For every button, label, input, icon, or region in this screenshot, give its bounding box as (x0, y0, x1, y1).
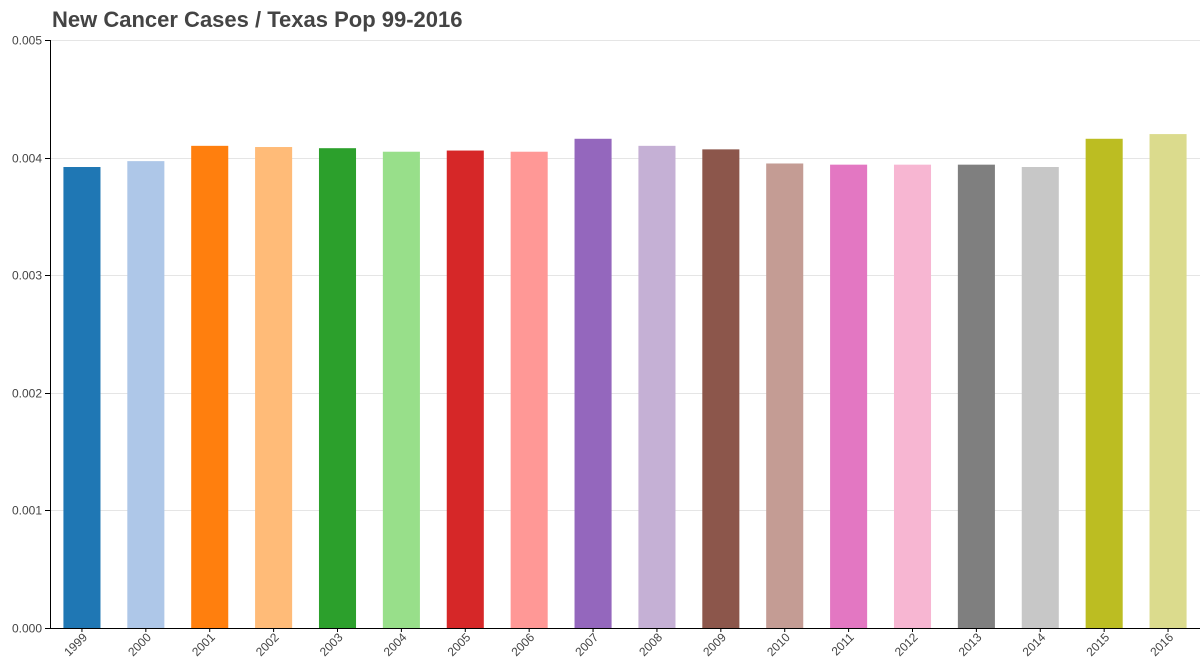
y-tick-label: 0.003 (12, 269, 42, 283)
bar-2006 (510, 151, 548, 628)
bar-2010 (766, 163, 804, 629)
bar-2008 (638, 145, 676, 628)
x-tick-label: 2008 (636, 630, 665, 659)
bar-1999 (63, 167, 101, 628)
y-tick-label: 0.005 (12, 34, 42, 48)
y-tick-label: 0.004 (12, 152, 42, 166)
bar-2001 (191, 145, 229, 628)
x-tick-label: 2001 (189, 630, 218, 659)
x-tick-label: 2003 (317, 630, 346, 659)
x-tick-label: 2004 (381, 630, 410, 659)
y-tick-label: 0.000 (12, 622, 42, 636)
bar-2007 (574, 138, 612, 628)
y-tick-label: 0.002 (12, 387, 42, 401)
bar-2005 (446, 150, 484, 629)
x-tick-label: 2002 (253, 630, 282, 659)
bar-2003 (318, 148, 357, 628)
bar-2000 (127, 161, 165, 628)
bar-2012 (893, 164, 932, 628)
bar-2004 (382, 151, 420, 628)
x-tick-label: 2009 (700, 630, 729, 659)
x-tick-label: 2011 (829, 630, 857, 658)
bar-2016 (1149, 134, 1187, 628)
gridlines (50, 40, 1200, 511)
x-tick-label: 2007 (572, 630, 601, 659)
x-tick-label: 2016 (1147, 630, 1176, 659)
x-tick-label: 2010 (764, 630, 793, 659)
bar-2002 (255, 147, 293, 628)
bar-2009 (702, 149, 740, 628)
x-tick-label: 2000 (125, 630, 154, 659)
bars (63, 134, 1187, 629)
x-tick-label: 2013 (956, 630, 985, 659)
y-tick-labels: 0.000 0.001 0.002 0.003 0.004 0.005 (12, 34, 42, 636)
axes (45, 40, 1200, 632)
x-tick-label: 2015 (1084, 630, 1113, 659)
x-tick-label: 2006 (509, 630, 538, 659)
y-tick-label: 0.001 (12, 504, 42, 518)
chart-title: New Cancer Cases / Texas Pop 99-2016 (52, 7, 463, 32)
x-tick-label: 2012 (892, 630, 921, 659)
x-tick-labels: 1999 2000 2001 2002 2003 2004 2005 2006 2007 2008… (61, 630, 1176, 659)
x-tick-label: 2005 (445, 630, 474, 659)
bar-2015 (1085, 138, 1123, 628)
bar-2014 (1021, 167, 1059, 628)
x-tick-label: 1999 (61, 630, 90, 659)
bar-2013 (957, 164, 995, 628)
bar-2011 (830, 164, 868, 628)
x-tick-label: 2014 (1020, 630, 1049, 659)
